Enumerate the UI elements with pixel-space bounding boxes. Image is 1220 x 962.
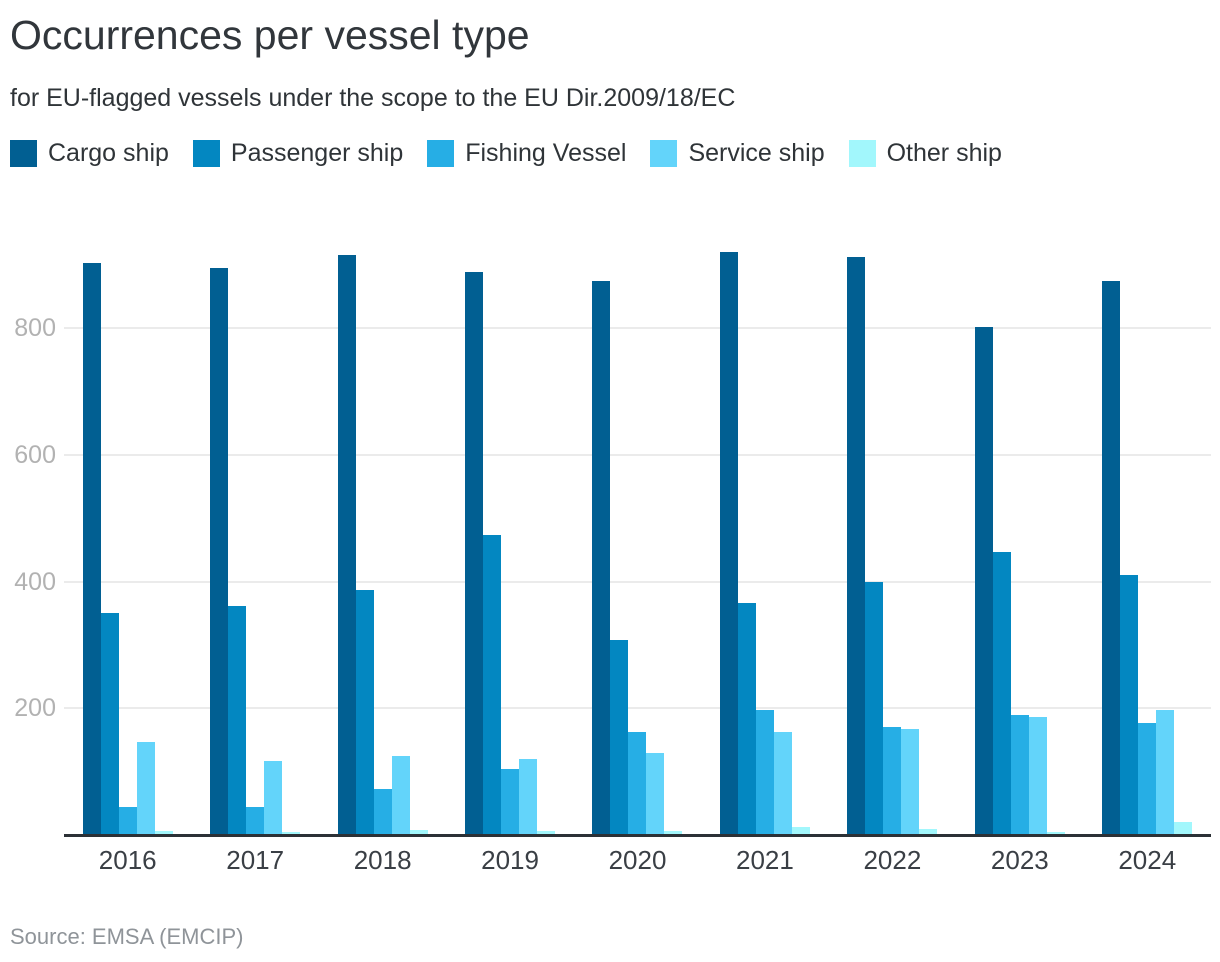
bar-2022-fishing-vessel[interactable] — [883, 726, 902, 835]
legend-item-label: Passenger ship — [230, 139, 404, 167]
bar-2023-other-ship[interactable] — [1046, 832, 1065, 835]
bar-2017-fishing-vessel[interactable] — [246, 807, 265, 835]
bar-2019-passenger-ship[interactable] — [483, 535, 502, 835]
bar-2023-fishing-vessel[interactable] — [1010, 714, 1029, 835]
x-tick-label-2020: 2020 — [608, 845, 667, 875]
x-tick-label-2024: 2024 — [1118, 845, 1177, 875]
bar-2017-passenger-ship[interactable] — [228, 605, 247, 835]
bar-group-2020 — [574, 223, 701, 835]
legend-item-cargo-ship[interactable]: Cargo ship — [10, 139, 169, 168]
bar-2018-fishing-vessel[interactable] — [373, 789, 392, 835]
bar-2022-cargo-ship[interactable] — [847, 256, 866, 835]
plot-area — [64, 223, 1211, 837]
x-tick-label-2021: 2021 — [736, 845, 794, 875]
x-tick-label-2023: 2023 — [990, 845, 1049, 875]
source-note: Source: EMSA (EMCIP) — [10, 924, 244, 949]
bar-2020-other-ship[interactable] — [664, 830, 683, 835]
chart-subtitle: for EU-flagged vessels under the scope t… — [10, 84, 736, 112]
bar-2024-cargo-ship[interactable] — [1102, 281, 1121, 835]
bar-group-2022 — [829, 223, 956, 835]
y-tick-label-400: 400 — [14, 567, 56, 596]
bar-2018-passenger-ship[interactable] — [355, 590, 374, 835]
legend-item-other-ship[interactable]: Other ship — [848, 139, 1002, 168]
gridline-600 — [64, 453, 1211, 456]
bar-2021-passenger-ship[interactable] — [737, 603, 756, 835]
gridline-800 — [64, 327, 1211, 330]
bar-group-2016 — [64, 223, 191, 835]
legend-item-service-ship[interactable]: Service ship — [650, 139, 825, 168]
bar-group-2017 — [191, 223, 318, 835]
bar-2022-passenger-ship[interactable] — [865, 582, 884, 835]
bar-2017-service-ship[interactable] — [264, 760, 283, 835]
legend-swatch-icon — [10, 140, 37, 167]
bar-2020-cargo-ship[interactable] — [592, 280, 611, 835]
bar-2016-fishing-vessel[interactable] — [118, 807, 137, 835]
legend-item-label: Other ship — [886, 139, 1002, 167]
x-tick-label-2016: 2016 — [98, 845, 157, 875]
bar-2018-other-ship[interactable] — [409, 829, 428, 835]
y-tick-label-800: 800 — [14, 314, 56, 343]
bar-2023-passenger-ship[interactable] — [992, 551, 1011, 835]
bar-2022-service-ship[interactable] — [901, 729, 920, 835]
bar-2024-passenger-ship[interactable] — [1120, 575, 1139, 835]
bar-group-2023 — [956, 223, 1083, 835]
bar-2019-service-ship[interactable] — [519, 758, 538, 835]
x-axis-line — [64, 834, 1211, 837]
bar-2019-cargo-ship[interactable] — [465, 272, 484, 835]
bar-2017-cargo-ship[interactable] — [210, 268, 229, 835]
bar-2024-fishing-vessel[interactable] — [1138, 722, 1157, 835]
bar-2021-fishing-vessel[interactable] — [755, 710, 774, 835]
bar-2018-service-ship[interactable] — [391, 755, 410, 835]
bar-2016-service-ship[interactable] — [136, 741, 155, 835]
bar-2016-other-ship[interactable] — [154, 830, 173, 835]
legend-item-label: Fishing Vessel — [465, 139, 627, 167]
bar-2020-service-ship[interactable] — [646, 753, 665, 835]
legend-swatch-icon — [427, 140, 455, 167]
y-tick-label-200: 200 — [14, 694, 56, 723]
legend-item-label: Service ship — [688, 139, 825, 167]
bar-group-2021 — [701, 223, 828, 835]
legend-swatch-icon — [848, 140, 876, 167]
gridline-400 — [64, 580, 1211, 583]
x-tick-label-2017: 2017 — [226, 845, 285, 875]
bar-group-2018 — [319, 223, 446, 835]
legend-item-fishing-vessel[interactable]: Fishing Vessel — [427, 139, 626, 168]
x-tick-label-2019: 2019 — [481, 845, 539, 875]
bar-2020-passenger-ship[interactable] — [610, 639, 629, 835]
y-tick-label-600: 600 — [14, 440, 56, 469]
chart-title: Occurrences per vessel type — [10, 12, 530, 58]
bar-group-2024 — [1084, 223, 1211, 835]
bar-2019-fishing-vessel[interactable] — [501, 769, 520, 835]
bar-2017-other-ship[interactable] — [282, 831, 301, 835]
legend-swatch-icon — [650, 140, 678, 167]
bar-2024-service-ship[interactable] — [1156, 709, 1175, 835]
legend-item-passenger-ship[interactable]: Passenger ship — [192, 139, 404, 168]
bar-2018-cargo-ship[interactable] — [337, 255, 356, 835]
bar-2021-service-ship[interactable] — [773, 732, 792, 835]
legend: Cargo ship Passenger ship Fishing Vessel Se… — [10, 139, 1002, 168]
bar-2021-other-ship[interactable] — [791, 827, 810, 835]
x-tick-label-2022: 2022 — [863, 845, 922, 875]
bar-2016-cargo-ship[interactable] — [82, 262, 101, 835]
bar-2020-fishing-vessel[interactable] — [628, 731, 647, 835]
bar-2019-other-ship[interactable] — [537, 830, 556, 835]
bar-group-2019 — [446, 223, 573, 835]
bar-2023-cargo-ship[interactable] — [974, 326, 993, 835]
gridline-200 — [64, 707, 1211, 710]
bar-2022-other-ship[interactable] — [919, 828, 938, 835]
legend-item-label: Cargo ship — [48, 139, 169, 167]
x-tick-label-2018: 2018 — [353, 845, 412, 875]
legend-swatch-icon — [192, 140, 220, 167]
bar-2016-passenger-ship[interactable] — [100, 613, 119, 835]
bar-2023-service-ship[interactable] — [1028, 717, 1047, 835]
bar-2021-cargo-ship[interactable] — [719, 251, 738, 835]
bar-2024-other-ship[interactable] — [1174, 822, 1193, 835]
